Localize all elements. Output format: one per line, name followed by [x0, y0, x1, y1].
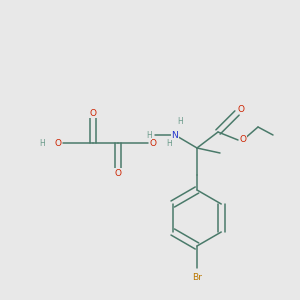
Text: O: O [239, 136, 247, 145]
Text: O: O [89, 109, 97, 118]
Text: O: O [238, 104, 244, 113]
Text: O: O [115, 169, 122, 178]
Text: N: N [172, 130, 178, 140]
Text: O: O [149, 139, 157, 148]
Text: H: H [39, 139, 45, 148]
Text: H: H [146, 130, 152, 140]
Text: H: H [166, 139, 172, 148]
Text: H: H [177, 116, 183, 125]
Text: Br: Br [192, 274, 202, 283]
Text: O: O [55, 139, 62, 148]
